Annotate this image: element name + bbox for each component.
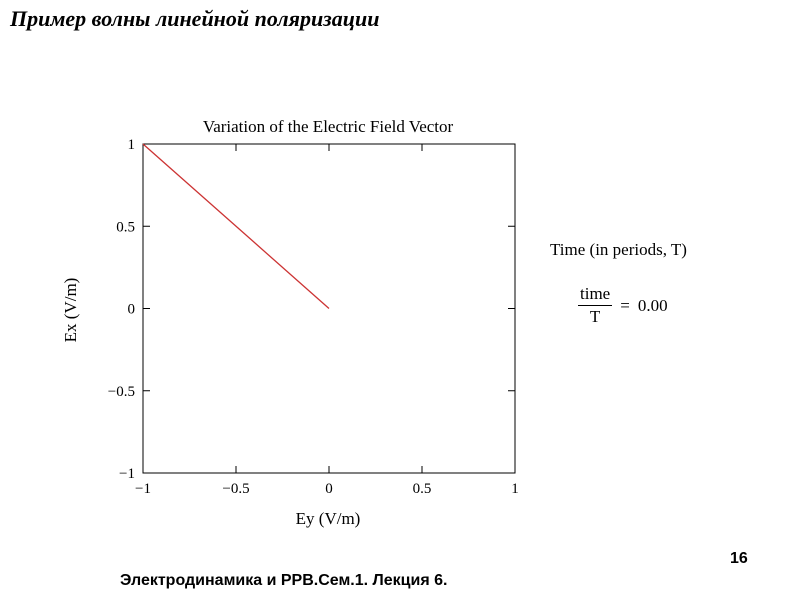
equals-sign: = xyxy=(620,295,630,315)
y-axis-label: Ex (V/m) xyxy=(61,278,80,343)
x-tick-label: −1 xyxy=(135,481,151,497)
page-number: 16 xyxy=(730,550,748,567)
x-tick-label: −0.5 xyxy=(222,481,249,497)
electric-field-chart: Variation of the Electric Field Vector −… xyxy=(61,117,519,528)
y-tick-label: −0.5 xyxy=(108,384,135,400)
x-tick-label: 1 xyxy=(511,481,519,497)
slide-title: Пример волны линейной поляризации xyxy=(10,6,380,31)
time-fraction: time T xyxy=(578,284,613,327)
time-panel: Time (in periods, T) time T = 0.00 xyxy=(550,240,687,326)
chart-title: Variation of the Electric Field Vector xyxy=(203,117,454,136)
fraction-denominator: T xyxy=(589,307,601,326)
x-axis-label: Ey (V/m) xyxy=(296,509,361,528)
time-formula: time T = 0.00 xyxy=(578,284,668,327)
field-vector-line xyxy=(142,143,330,309)
fraction-numerator: time xyxy=(578,284,613,306)
y-tick-label: 1 xyxy=(128,137,136,153)
x-tick-label: 0 xyxy=(325,481,333,497)
y-tick-label: 0 xyxy=(128,302,136,318)
footer-caption: Электродинамика и РРВ.Сем.1. Лекция 6. xyxy=(120,572,448,589)
y-tick-label: 0.5 xyxy=(116,219,135,235)
plot-area: −1 −0.5 0 0.5 1 −1 −0.5 0 0.5 1 xyxy=(108,137,519,497)
time-caption: Time (in periods, T) xyxy=(550,240,687,259)
time-value: 0.00 xyxy=(637,295,668,315)
y-tick-label: −1 xyxy=(119,466,135,482)
x-tick-label: 0.5 xyxy=(413,481,432,497)
